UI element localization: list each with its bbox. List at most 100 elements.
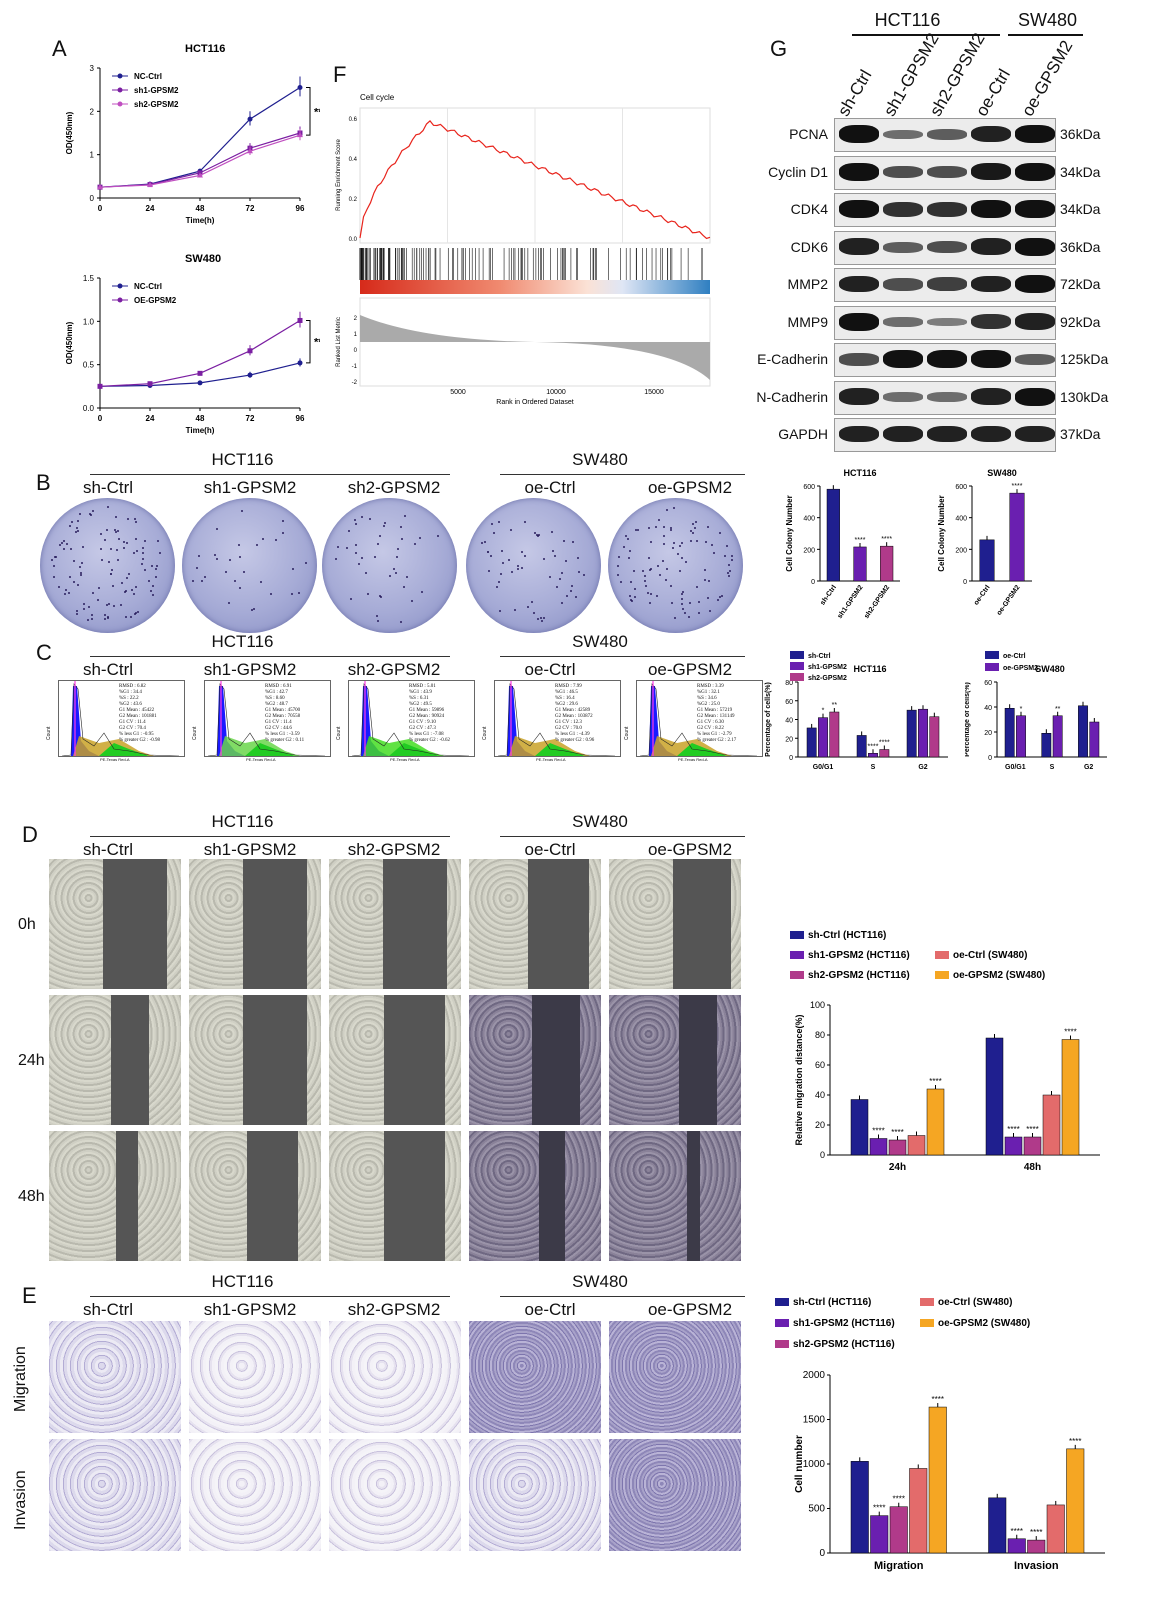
colony-dot	[111, 569, 113, 571]
group-label-hct116: HCT116	[160, 450, 325, 470]
gsea-title: Cell cycle	[360, 93, 395, 102]
colony-dot	[498, 581, 500, 583]
colony-dot	[155, 576, 157, 578]
growth-chart-hct116: HCT11601230 24 48 72 96Time(h)OD(450nm)NC-Ct…	[60, 40, 320, 240]
molecular-weight-label: 92kDa	[1060, 314, 1100, 330]
y-tick-label: 60	[785, 699, 793, 706]
colony-dot	[68, 592, 70, 594]
molecular-weight-label: 34kDa	[1060, 164, 1100, 180]
colony-dot	[726, 545, 728, 547]
protein-band	[1015, 426, 1055, 443]
colony-dot	[335, 558, 337, 560]
colony-dot	[142, 552, 144, 554]
legend-marker	[118, 102, 123, 107]
bar	[1016, 716, 1025, 757]
colony-dish	[466, 498, 601, 633]
colony-dot	[337, 546, 339, 548]
legend-marker	[118, 74, 123, 79]
bar	[889, 1140, 906, 1155]
blot-row	[834, 343, 1056, 377]
colony-dot	[623, 546, 625, 548]
blot-row	[834, 268, 1056, 302]
condition-label: oe-Ctrl	[490, 1300, 610, 1320]
colony-dot	[650, 541, 652, 543]
group-label-sw480: SW480	[520, 450, 680, 470]
colony-dot	[671, 602, 673, 604]
colony-dot	[134, 518, 136, 520]
protein-band	[927, 277, 967, 291]
transwell-image	[48, 1320, 182, 1434]
condition-label: sh-Ctrl	[48, 660, 168, 680]
assay-label: Migration	[12, 1346, 30, 1412]
colony-dot	[81, 562, 83, 564]
bar	[870, 1139, 887, 1156]
legend-swatch	[790, 931, 804, 939]
flow-histogram: RMSD : 6.91 %G1 : 42.7 %S : 8.60 %G2 : 4…	[204, 680, 331, 757]
bar	[1042, 733, 1051, 757]
bar	[1005, 1137, 1022, 1155]
colony-dot	[152, 594, 154, 596]
wound-image	[188, 858, 322, 990]
colony-dot	[204, 576, 206, 578]
colony-dot	[570, 590, 572, 592]
flow-ylabel: Count	[192, 727, 198, 740]
scratch-gap	[243, 859, 307, 989]
colony-dot	[135, 612, 137, 614]
colony-dot	[136, 550, 138, 552]
y-tick-label: 0	[988, 755, 992, 762]
bar	[910, 1468, 928, 1553]
colony-dot	[83, 608, 85, 610]
colony-dot	[670, 527, 672, 529]
protein-band	[839, 125, 879, 143]
colony-dot	[561, 572, 563, 574]
rank-xlabel: Rank in Ordered Dataset	[496, 399, 573, 406]
panel-label-f: F	[333, 62, 346, 88]
colony-dot	[116, 549, 118, 551]
wound-image	[328, 994, 462, 1126]
es-tick: 0.4	[349, 157, 358, 163]
colony-dish	[608, 498, 743, 633]
scratch-gap	[384, 995, 445, 1125]
protein-band	[971, 276, 1011, 293]
protein-band	[971, 126, 1011, 143]
colony-dot	[151, 565, 153, 567]
transwell-chart: 0500100015002000Cell number************M…	[770, 1290, 1115, 1590]
colony-dot	[414, 543, 416, 545]
data-point	[198, 380, 203, 385]
panel-b-header: HCT116 SW480 sh-Ctrl sh1-GPSM2 sh2-GPSM2 oe-C…	[60, 450, 740, 500]
data-point	[148, 381, 153, 386]
legend-label: NC-Ctrl	[134, 72, 162, 81]
colony-dot	[521, 567, 523, 569]
colony-dot	[419, 537, 421, 539]
blot-row	[834, 118, 1056, 152]
wound-image	[48, 994, 182, 1126]
data-point	[248, 348, 253, 353]
colony-dot	[238, 544, 240, 546]
colony-dot	[65, 589, 67, 591]
colony-dot	[644, 580, 646, 582]
colony-dot	[648, 557, 650, 559]
legend-label: oe-GPSM2 (SW480)	[953, 970, 1045, 981]
colony-dot	[80, 572, 82, 574]
colony-dot	[704, 579, 706, 581]
category-label: G2	[918, 764, 927, 771]
scratch-gap	[116, 1131, 138, 1261]
protein-band	[883, 130, 923, 140]
flow-xlabel: PE-Texas Red-A	[678, 757, 708, 762]
colony-dot	[118, 538, 120, 540]
y-tick-label: 2000	[803, 1370, 826, 1381]
condition-label: sh1-GPSM2	[190, 660, 310, 680]
transwell-image	[328, 1438, 462, 1552]
legend-swatch	[790, 951, 804, 959]
series-line	[100, 135, 300, 187]
colony-dot	[113, 605, 115, 607]
significance-label: ****	[1069, 1437, 1081, 1446]
condition-label: oe-GPSM2	[630, 660, 750, 680]
colony-dot	[437, 535, 439, 537]
blot-row	[834, 306, 1056, 340]
colony-dot	[711, 544, 713, 546]
colony-dot	[496, 586, 498, 588]
transwell-image	[468, 1438, 602, 1552]
colony-dot	[698, 601, 700, 603]
colony-dot	[510, 529, 512, 531]
